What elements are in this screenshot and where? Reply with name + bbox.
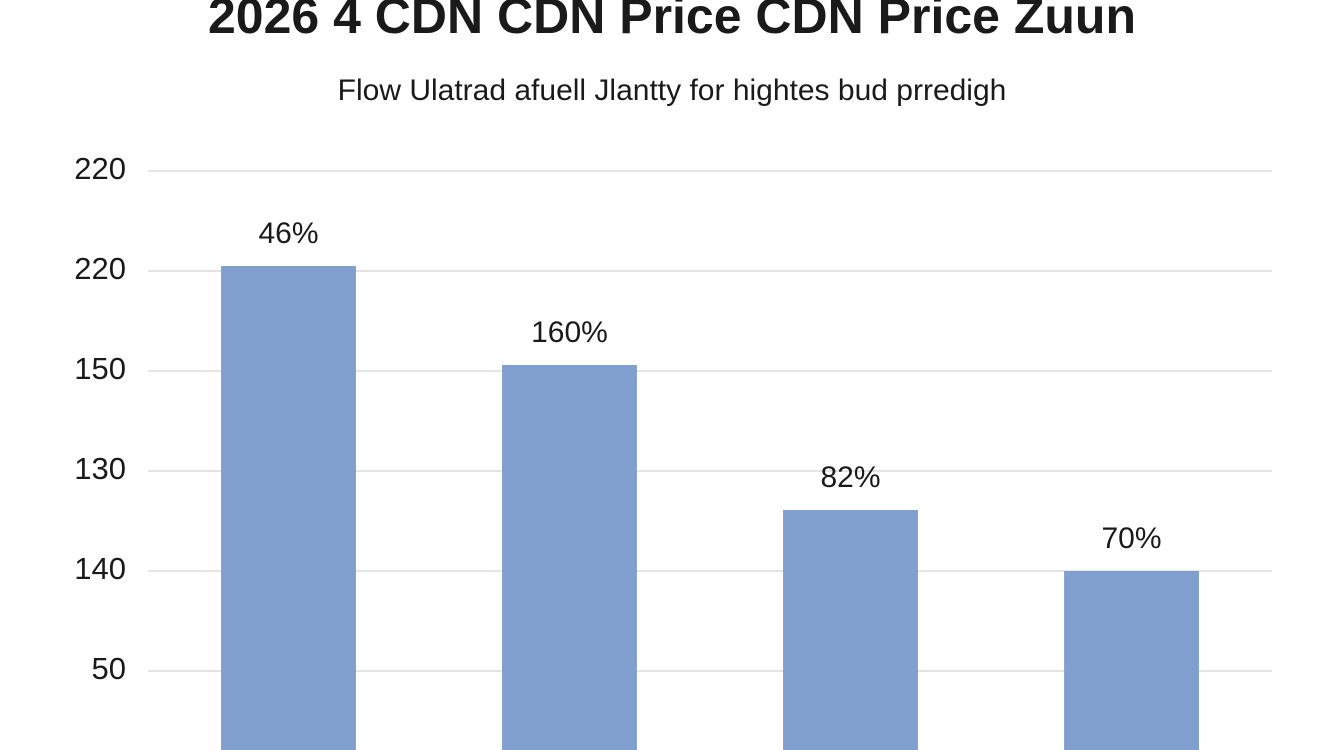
- bar-annotation: 160%: [531, 316, 608, 349]
- bar: [783, 510, 918, 750]
- bar: [221, 266, 356, 750]
- y-tick-label: 140: [74, 551, 126, 586]
- y-tick-label: 50: [92, 651, 126, 686]
- bar: [1064, 571, 1199, 750]
- bar-annotation: 70%: [1101, 522, 1161, 555]
- y-tick-label: 130: [74, 451, 126, 486]
- y-tick-label: 150: [74, 351, 126, 386]
- bar-annotation: 46%: [258, 217, 318, 250]
- bar-annotation: 82%: [820, 461, 880, 494]
- chart-subtitle: Flow Ulatrad afuell Jlantty for hightes …: [338, 74, 1007, 107]
- chart-title: 2026 4 CDN CDN Price CDN Price Zuun: [208, 0, 1136, 44]
- y-tick-label: 220: [74, 151, 126, 186]
- y-tick-label: 220: [74, 251, 126, 286]
- bar: [502, 365, 637, 750]
